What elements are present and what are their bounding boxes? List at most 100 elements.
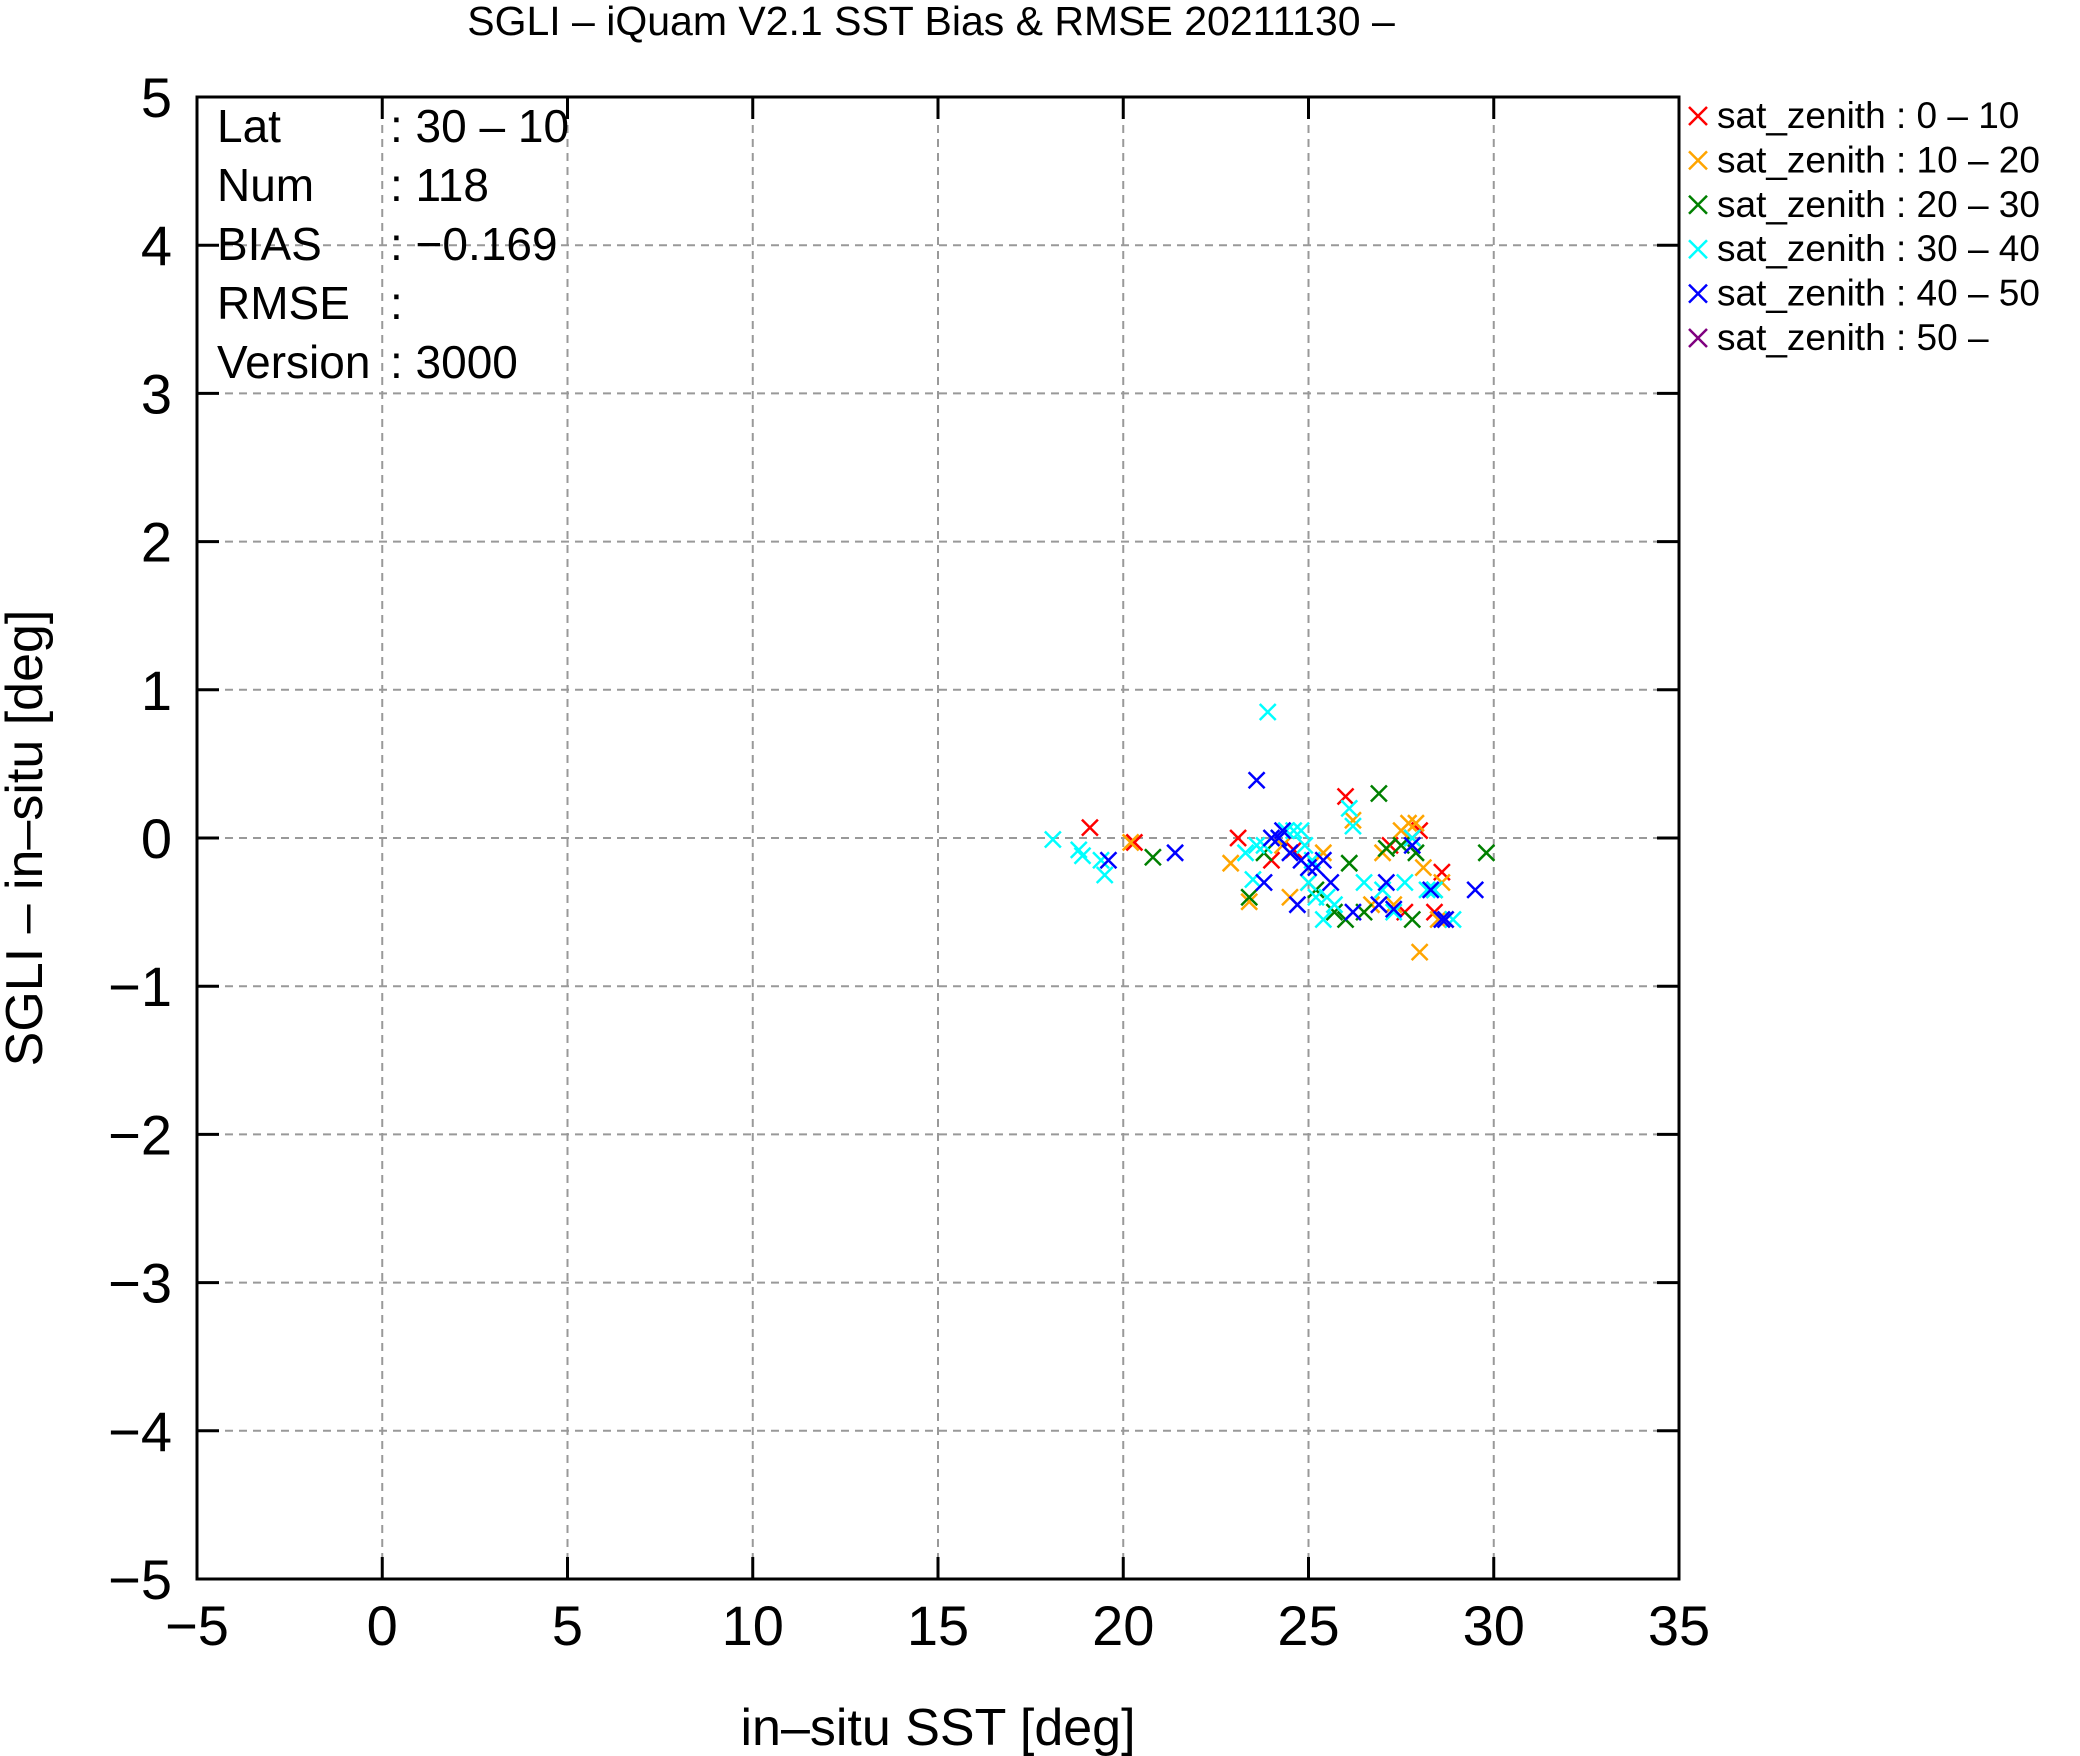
stat-label: Num — [217, 159, 314, 211]
data-point — [1344, 811, 1362, 830]
axis-ticks — [195, 95, 1681, 1581]
data-point — [1377, 873, 1396, 892]
data-point — [1229, 829, 1247, 847]
stat-label: Version — [217, 336, 370, 388]
data-point — [1340, 799, 1359, 818]
data-point — [1325, 903, 1344, 921]
data-point — [1166, 843, 1185, 862]
data-point — [1125, 833, 1144, 852]
data-point — [1081, 818, 1099, 837]
data-point — [1477, 843, 1496, 862]
data-point — [1370, 895, 1388, 914]
data-point — [1340, 854, 1359, 873]
stat-label: Lat — [217, 100, 281, 152]
y-tick-label: 0 — [141, 807, 172, 870]
stat-value: : 118 — [390, 159, 489, 211]
data-point — [1262, 829, 1281, 847]
series-3 — [1043, 703, 1462, 929]
series-4 — [1099, 771, 1485, 929]
data-point — [1292, 821, 1310, 840]
data-point — [1344, 817, 1362, 836]
data-point — [1247, 771, 1266, 790]
data-point — [1403, 829, 1422, 847]
legend-label: sat_zenith : 0 – 10 — [1717, 95, 2019, 136]
y-tick-label: −4 — [108, 1400, 172, 1463]
legend-marker — [1688, 239, 1708, 260]
data-point — [1258, 703, 1277, 721]
x-tick-labels: −5 0 5 10 15 20 25 30 35 — [165, 1594, 1710, 1657]
data-point — [1295, 836, 1314, 855]
plot-frame — [195, 95, 1681, 1581]
stat-value: : −0.169 — [390, 218, 558, 270]
chart-title: SGLI – iQuam V2.1 SST Bias & RMSE 202111… — [467, 0, 1395, 44]
data-point — [1399, 814, 1418, 833]
data-point — [1410, 943, 1429, 961]
y-tick-label: 4 — [141, 214, 172, 277]
data-point — [1384, 903, 1403, 921]
x-tick-label: 0 — [367, 1594, 398, 1657]
legend-marker — [1688, 194, 1708, 215]
legend-marker — [1688, 150, 1708, 171]
data-point — [1429, 910, 1448, 929]
stat-label: BIAS — [217, 218, 322, 270]
data-point — [1432, 910, 1451, 929]
x-tick-label: 25 — [1277, 1594, 1339, 1657]
data-point — [1407, 814, 1425, 833]
data-point — [1281, 843, 1299, 862]
data-point — [1425, 880, 1444, 899]
data-point — [1144, 848, 1162, 867]
data-point — [1247, 836, 1266, 855]
data-point — [1370, 784, 1388, 803]
data-point — [1299, 858, 1318, 877]
data-point — [1273, 821, 1292, 840]
x-tick-label: 20 — [1092, 1594, 1154, 1657]
stat-label: RMSE — [217, 277, 350, 329]
x-tick-label: −5 — [165, 1594, 229, 1657]
data-point — [1418, 880, 1436, 899]
legend-marker — [1688, 328, 1708, 348]
y-tick-label: −1 — [108, 955, 172, 1018]
data-point — [1403, 836, 1422, 855]
x-tick-label: 10 — [722, 1594, 784, 1657]
data-point — [1403, 910, 1422, 929]
y-axis-label: SGLI – in–situ [deg] — [0, 610, 54, 1067]
legend-label: sat_zenith : 10 – 20 — [1717, 139, 2040, 180]
y-tick-label: 2 — [141, 511, 172, 574]
stats-box: Lat: 30 – 10 Num: 118 BIAS: −0.169 RMSE: Ver… — [217, 100, 569, 388]
data-point — [1288, 895, 1307, 914]
data-point — [1121, 833, 1140, 852]
data-point — [1414, 858, 1433, 877]
data-point — [1321, 873, 1340, 892]
data-point — [1314, 910, 1333, 929]
data-points — [1043, 703, 1496, 961]
data-point — [1466, 880, 1485, 899]
y-tick-label: 3 — [141, 362, 172, 425]
y-tick-label: −2 — [108, 1103, 172, 1166]
data-point — [1255, 873, 1273, 892]
legend-marker — [1688, 283, 1708, 304]
data-point — [1236, 843, 1255, 862]
data-point — [1395, 873, 1414, 892]
data-point — [1314, 851, 1333, 870]
data-point — [1240, 892, 1259, 911]
data-point — [1221, 854, 1240, 873]
y-tick-label: −3 — [108, 1252, 172, 1315]
y-tick-label: −5 — [108, 1548, 172, 1611]
data-point — [1314, 843, 1333, 862]
legend-marker — [1688, 106, 1708, 126]
legend-label: sat_zenith : 20 – 30 — [1717, 184, 2040, 225]
y-tick-label: 5 — [141, 66, 172, 129]
data-point — [1299, 873, 1318, 892]
x-tick-label: 35 — [1648, 1594, 1710, 1657]
data-point — [1095, 866, 1114, 884]
data-point — [1336, 787, 1355, 806]
grid — [197, 97, 1679, 1579]
legend-label: sat_zenith : 50 – — [1717, 317, 1989, 358]
y-tick-label: 1 — [141, 659, 172, 722]
stat-value: : — [390, 277, 403, 329]
data-point — [1240, 888, 1259, 907]
x-tick-label: 30 — [1463, 1594, 1525, 1657]
data-point — [1384, 900, 1403, 919]
